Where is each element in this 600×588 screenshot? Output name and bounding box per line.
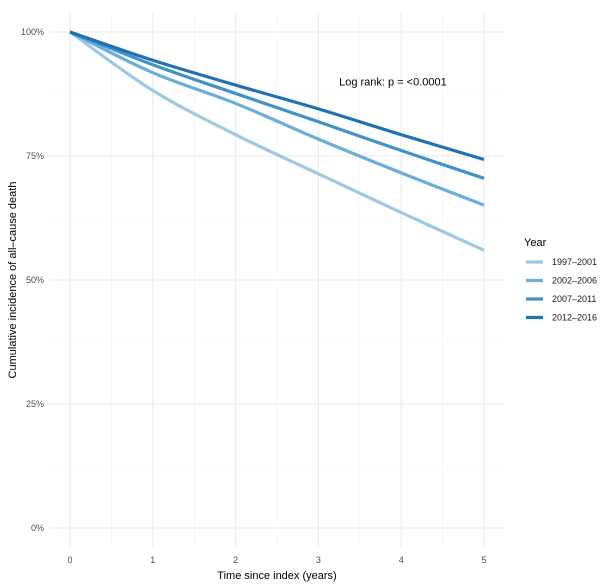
legend-label: 2012–2016: [552, 313, 597, 323]
y-tick-label: 100%: [21, 27, 44, 37]
legend: Year 1997–2001 2002–2006 2007–2011 2012–201…: [524, 237, 597, 323]
x-tick-label: 5: [481, 555, 486, 565]
x-tick-label: 1: [150, 555, 155, 565]
x-tick-label: 2: [233, 555, 238, 565]
x-tick-label: 0: [67, 555, 72, 565]
x-tick-label: 4: [399, 555, 404, 565]
x-axis-ticks: 0 1 2 3 4 5: [67, 555, 486, 565]
y-tick-label: 0%: [31, 523, 44, 533]
y-axis-ticks: 0% 25% 50% 75% 100%: [21, 27, 44, 533]
y-tick-label: 25%: [26, 399, 44, 409]
series-line-2007–2011: [69, 30, 485, 180]
legend-label: 2007–2011: [552, 294, 596, 304]
series-line-2002–2006: [69, 30, 485, 207]
series-lines: [69, 30, 485, 252]
legend-title: Year: [524, 237, 547, 249]
legend-label: 2002–2006: [552, 276, 597, 286]
grid: [49, 12, 505, 548]
logrank-annotation: Log rank: p = <0.0001: [339, 77, 447, 89]
y-tick-label: 75%: [26, 151, 44, 161]
y-tick-label: 50%: [26, 275, 44, 285]
legend-label: 1997–2001: [552, 257, 597, 267]
x-axis-title: Time since index (years): [217, 570, 336, 582]
y-axis-title: Cumulative incidence of all–cause death: [7, 182, 19, 379]
series-line-1997–2001: [69, 30, 485, 252]
series-line-2012–2016: [69, 30, 485, 162]
x-tick-label: 3: [316, 555, 321, 565]
